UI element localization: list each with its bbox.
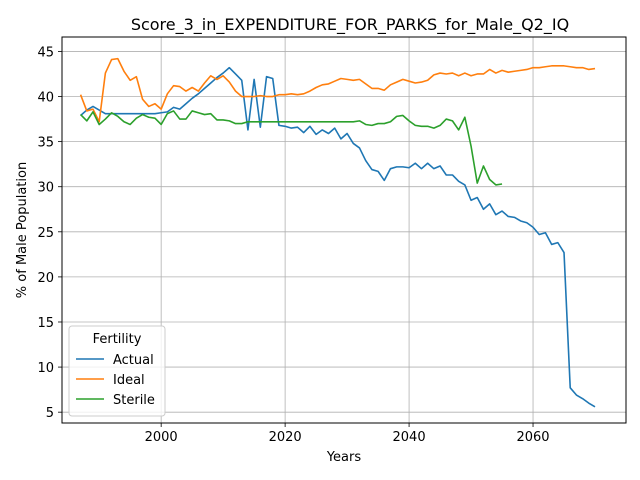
legend-title: Fertility [93,332,142,347]
x-tick-label: 2000 [145,430,178,445]
y-tick-label: 40 [37,91,54,106]
legend: Fertility Actual Ideal Sterile [68,325,166,417]
legend-box [68,325,166,417]
grid [62,37,626,423]
y-tick-label: 15 [37,316,54,331]
y-axis-title: % of Male Population [15,162,30,298]
axis-ticks: 2000 2020 2040 2060 5 10 15 20 25 30 35 40 45 [37,45,549,445]
plot-frame [61,36,627,424]
legend-label-sterile: Sterile [113,393,155,408]
y-tick-label: 35 [37,136,54,151]
y-tick-label: 30 [37,181,54,196]
series-line-actual [80,66,596,408]
x-tick-label: 2060 [516,430,549,445]
x-tick-label: 2020 [269,430,302,445]
legend-label-actual: Actual [113,353,154,368]
y-tick-label: 5 [46,406,54,421]
series-lines [79,57,596,408]
x-axis-title: Years [326,450,362,465]
series-line-sterile [80,110,503,186]
y-tick-label: 10 [37,361,54,376]
legend-label-ideal: Ideal [113,373,145,388]
y-tick-label: 20 [37,271,54,286]
y-tick-label: 25 [37,226,54,241]
y-tick-label: 45 [37,45,54,60]
x-tick-label: 2040 [393,430,426,445]
series-line-ideal [79,57,596,123]
chart-title: Score_3_in_EXPENDITURE_FOR_PARKS_for_Mal… [131,15,569,35]
